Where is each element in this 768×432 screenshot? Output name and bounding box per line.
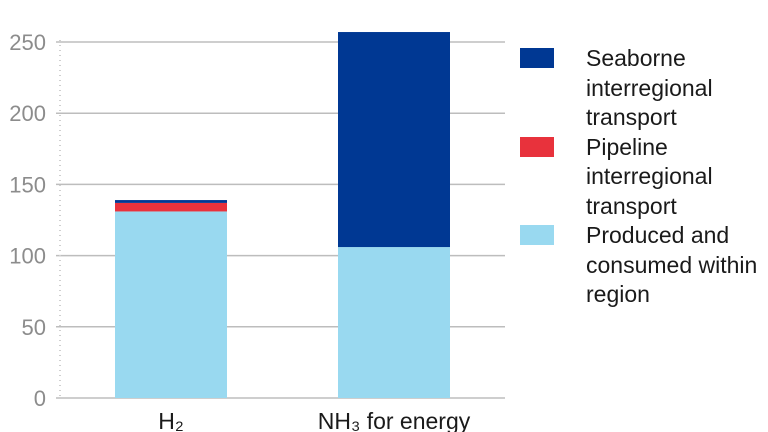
legend: Seaborne interregional transport Pipelin… [520,44,765,310]
legend-item-produced: Produced and consumed within region [520,221,765,310]
x-tick-labels: H₂ NH₃ for energy [158,408,471,432]
legend-item-pipeline: Pipeline interregional transport [520,133,765,222]
y-tick-label-200: 200 [9,101,46,126]
bar-0-series-0 [115,211,227,398]
x-tick-label-1: NH₃ for energy [318,408,471,432]
y-tick-label-150: 150 [9,172,46,197]
legend-label-seaborne: Seaborne interregional transport [586,45,713,130]
legend-label-pipeline: Pipeline interregional transport [586,133,713,219]
bar-0-series-1 [115,202,227,212]
y-tick-label-0: 0 [34,386,46,411]
bar-1-series-2 [338,32,450,248]
legend-swatch-seaborne [520,48,554,68]
legend-item-seaborne: Seaborne interregional transport [520,44,765,133]
y-tick-labels: 0 50 100 150 200 250 [9,30,46,411]
bar-0-series-2 [115,200,227,203]
legend-swatch-pipeline [520,136,554,157]
legend-label-produced: Produced and consumed within region [586,222,758,307]
y-tick-label-250: 250 [9,30,46,55]
y-tick-label-50: 50 [22,315,46,340]
bar-1-series-0 [338,247,450,398]
legend-swatch-produced [520,225,554,245]
x-tick-label-0: H₂ [158,408,184,432]
bars [115,32,450,398]
y-tick-label-100: 100 [9,244,46,269]
